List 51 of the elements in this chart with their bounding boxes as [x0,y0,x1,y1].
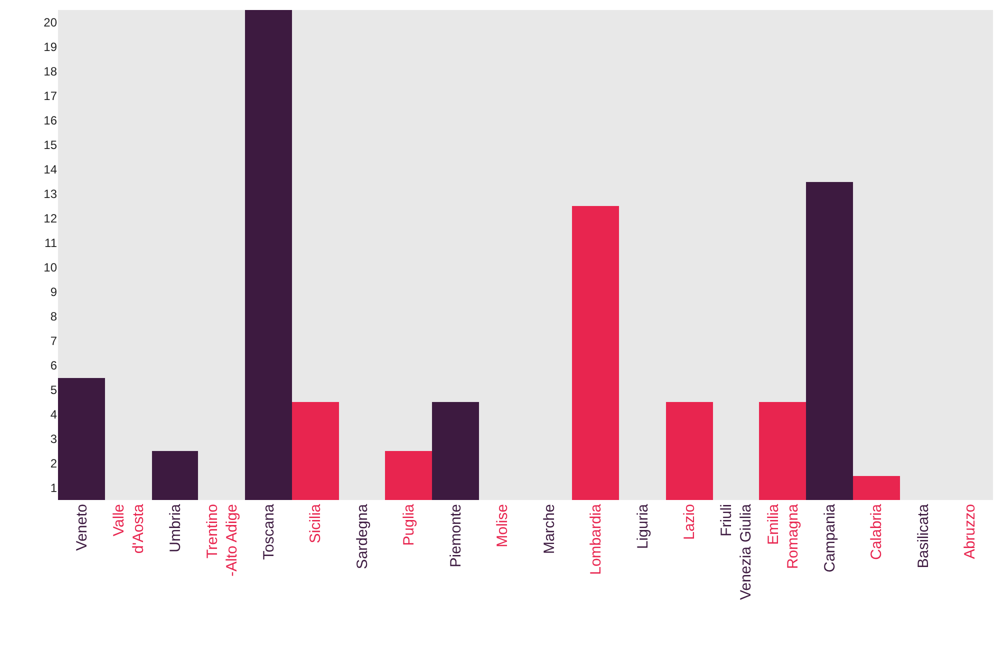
bar [385,451,432,500]
bar [245,10,292,500]
x-tick-label: Sicilia [307,503,324,544]
x-tick-label: Puglia [400,503,418,546]
x-tick-label: Liguria [634,503,652,550]
y-tick-label: 18 [44,64,58,78]
y-tick-label: 16 [44,113,58,128]
x-tick-label: Emilia Romagna [764,503,802,570]
y-tick-label: 19 [44,40,58,54]
y-tick-label: 12 [44,211,58,226]
y-tick-label: 14 [44,162,58,176]
x-tick-label: Marche [540,504,558,554]
bar [572,206,619,500]
bar [666,402,713,500]
bar [58,378,105,500]
y-tick-label: 7 [50,334,58,348]
y-tick-label: 3 [50,432,58,446]
y-tick-label: 2 [50,456,58,470]
y-tick-label: 4 [50,407,58,422]
x-tick-label: Calabria [868,503,886,560]
x-tick-label: Abruzzo [962,504,979,560]
bar [853,476,900,500]
x-tick-label: Molise [494,504,512,548]
x-tick-label: Piemonte [447,504,464,568]
bar [292,402,339,500]
bar [759,402,806,500]
x-tick-label: Basilicata [914,503,932,568]
y-tick-label: 10 [44,260,58,274]
bar [806,182,853,500]
y-tick-label: 6 [50,358,58,372]
x-tick-label: Umbria [166,503,184,552]
x-tick-label: Campania [821,503,838,572]
y-tick-label: 5 [50,382,58,397]
y-tick-label: 15 [44,138,58,152]
y-tick-label: 9 [50,284,58,299]
x-tick-label: Toscana [260,503,278,560]
y-tick-label: 13 [44,186,58,201]
x-tick-label: Lazio [681,504,698,540]
bar [152,451,198,500]
y-tick-label: 17 [44,88,58,103]
x-tick-label: Veneto [73,504,90,551]
y-tick-label: 8 [50,309,58,324]
x-tick-label: Valle d'Aosta [110,503,147,554]
x-tick-label: Lombardia [588,503,605,575]
bar [432,402,479,500]
x-tick-label: Friuli Venezia Giulia [718,503,755,600]
y-tick-label: 1 [50,480,58,495]
x-tick-label: Sardegna [354,503,371,570]
x-tick-label: Trentino -Alto Adige [204,504,240,577]
y-tick-label: 11 [44,236,58,250]
y-tick-label: 20 [44,15,58,30]
